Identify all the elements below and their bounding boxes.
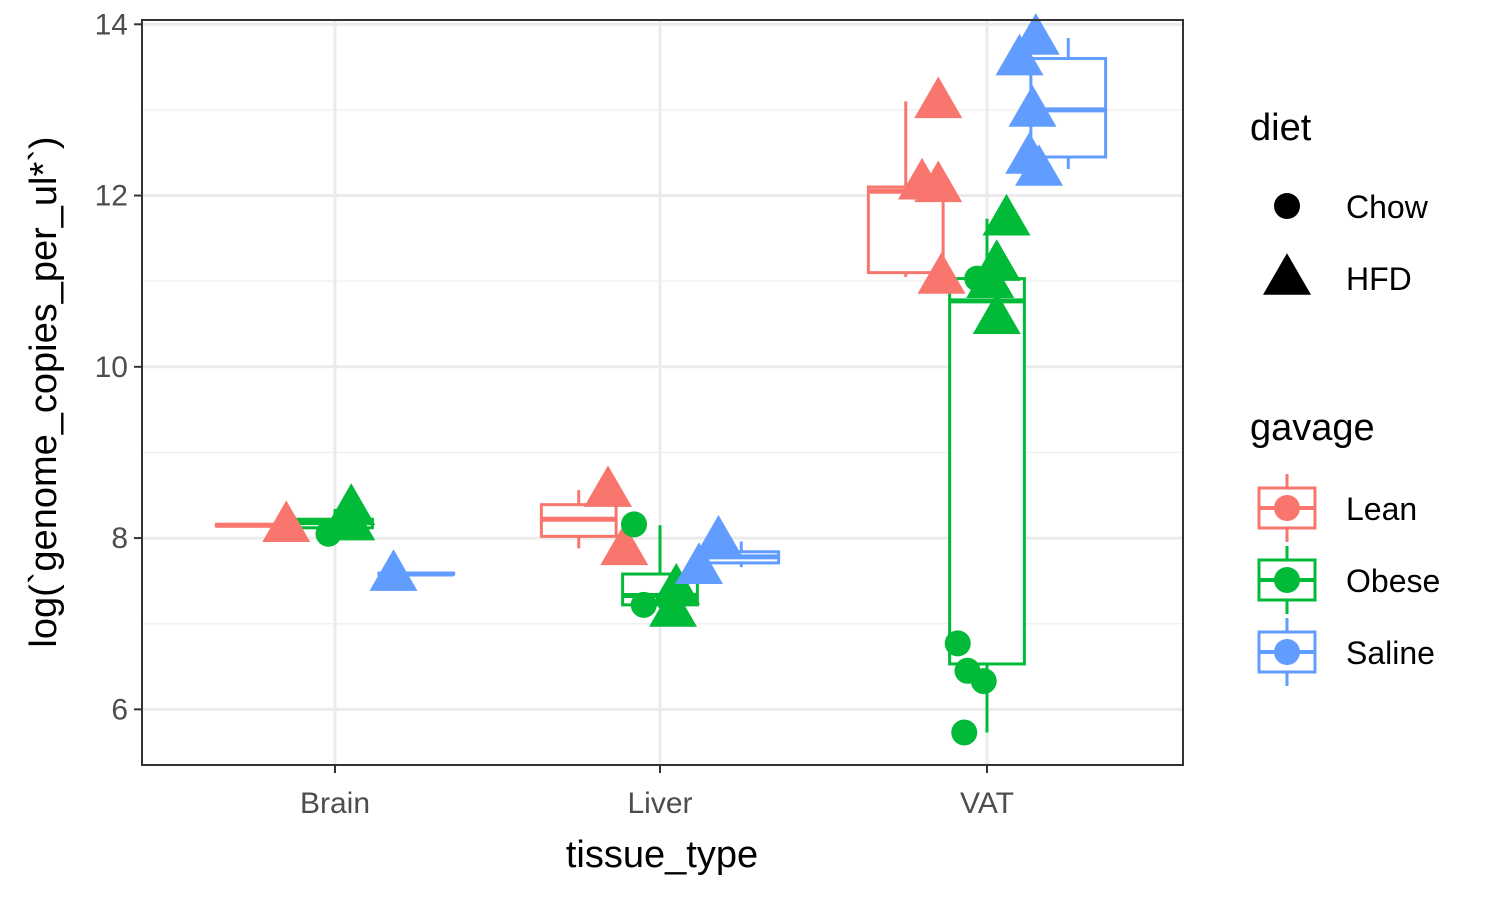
x-tick-label: VAT: [960, 787, 1014, 820]
legend-key-point: [1274, 567, 1300, 593]
y-tick-label: 14: [95, 8, 128, 41]
point-hfd: [649, 585, 697, 627]
legend-title-gavage: gavage: [1250, 407, 1375, 449]
axes: 6 8 10 12 14 Brain Liver VAT: [95, 8, 1014, 820]
legend-label: Obese: [1346, 563, 1440, 599]
point-chow: [951, 719, 978, 746]
x-tick-label: Liver: [627, 787, 692, 820]
legend-label: Lean: [1346, 491, 1417, 527]
y-tick-label: 8: [111, 522, 128, 555]
point-hfd: [584, 465, 632, 507]
point-chow: [944, 630, 971, 657]
point-hfd: [1008, 85, 1057, 127]
y-tick-label: 6: [111, 693, 128, 726]
y-tick-label: 10: [95, 351, 128, 384]
point-hfd: [982, 193, 1031, 236]
point-hfd: [1011, 13, 1060, 55]
box-vat-lean: [866, 101, 945, 277]
point-hfd: [675, 542, 723, 584]
legend-key-saline: [1257, 618, 1317, 686]
legend-key-lean: [1257, 474, 1317, 542]
point-hfd: [972, 292, 1021, 334]
point-hfd: [327, 483, 376, 525]
panel-background: [142, 20, 1183, 765]
point-chow: [630, 591, 657, 618]
point-hfd: [1015, 144, 1063, 186]
point-chow: [970, 668, 997, 695]
box-body: [866, 185, 945, 275]
point-hfd: [694, 514, 743, 557]
point-hfd: [914, 160, 963, 203]
legend-key-point: [1274, 495, 1300, 521]
legend-label: Chow: [1346, 189, 1429, 225]
y-tick-label: 12: [95, 180, 128, 213]
point-hfd: [262, 500, 311, 543]
point-hfd: [369, 549, 418, 591]
grid-lines: [142, 20, 1183, 765]
point-chow: [621, 511, 647, 538]
legend-key-point: [1274, 639, 1300, 665]
point-hfd: [914, 76, 963, 119]
point-hfd: [917, 252, 966, 294]
legend-key-obese: [1257, 546, 1317, 614]
legend-key-hfd: [1263, 253, 1311, 295]
panel-border: [141, 19, 1184, 766]
legend: diet Chow HFD gavage Lean Obese Saline: [1250, 107, 1440, 686]
point-hfd: [966, 256, 1015, 298]
legend-label: HFD: [1346, 261, 1412, 297]
data-points: [262, 13, 1063, 746]
legend-title-diet: diet: [1250, 107, 1312, 149]
x-axis-title: tissue_type: [566, 834, 758, 876]
legend-label: Saline: [1346, 635, 1435, 671]
box-body: [948, 277, 1026, 666]
point-hfd: [600, 523, 649, 566]
legend-key-chow: [1274, 193, 1300, 219]
box-liver-lean: [539, 490, 618, 549]
x-tick-label: Brain: [300, 787, 370, 820]
y-axis-title: log(`genome_copies_per_ul*`): [23, 136, 65, 647]
